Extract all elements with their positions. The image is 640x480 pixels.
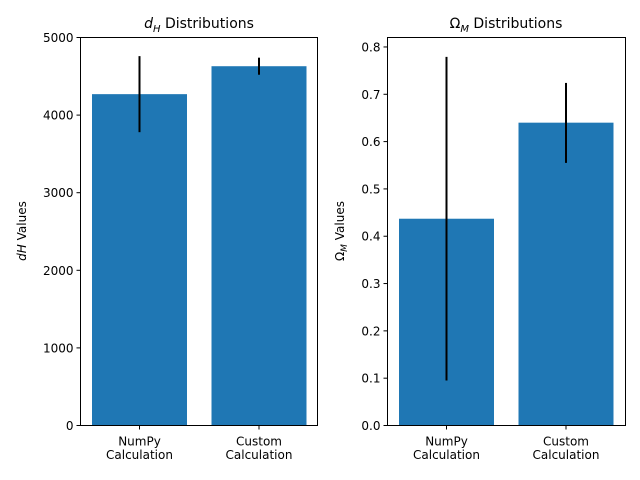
y-tick-label: 0 — [66, 419, 74, 433]
bars-dh — [92, 66, 307, 426]
x-tick-label-line: Custom — [543, 435, 589, 449]
yticks-omega: 0.0 0.1 0.2 0.3 0.4 0.5 0.6 0.7 0.8 — [361, 40, 388, 433]
x-tick-label-line: NumPy — [425, 435, 468, 449]
y-tick-label: 0.8 — [361, 40, 380, 54]
yticks-dh: 0 1000 2000 3000 4000 5000 — [43, 31, 81, 433]
chart-title-dh: dH Distributions — [144, 16, 254, 35]
y-tick-label: 0.1 — [361, 372, 380, 386]
chart-title-omega: ΩM Distributions — [450, 16, 563, 35]
x-tick-label-line: Calculation — [413, 448, 480, 462]
axes-frame-dh — [80, 37, 318, 426]
y-tick-label: 3000 — [43, 186, 74, 200]
y-tick-label: 0.0 — [361, 419, 380, 433]
subplot-omega: ΩM Distributions 0.00.10.20.30.40.50.60.… — [333, 16, 626, 462]
x-tick-label: Custom Calculation — [226, 435, 293, 463]
y-tick-label: 0.4 — [361, 230, 380, 244]
x-tick-label: Custom Calculation — [533, 435, 600, 463]
y-tick-label: 0.2 — [361, 324, 380, 338]
bar — [211, 66, 307, 426]
y-tick-label: 0.7 — [361, 88, 380, 102]
y-tick-label: 0.5 — [361, 182, 380, 196]
subplot-dh: dH Distributions 0 1000 2000 3000 4000 5000 N… — [15, 16, 318, 462]
x-tick-label: NumPy Calculation — [413, 435, 480, 463]
y-tick-label: 2000 — [43, 264, 74, 278]
x-tick-label-line: Calculation — [106, 448, 173, 462]
y-tick-label: 4000 — [43, 109, 74, 123]
x-tick-label: NumPy Calculation — [106, 435, 173, 463]
y-tick-label: 0.3 — [361, 277, 380, 291]
x-tick-label-line: NumPy — [118, 435, 161, 449]
y-axis-label-dh: dH Values — [15, 201, 29, 261]
bar — [92, 94, 187, 426]
axes-frame-omega — [387, 37, 626, 426]
bar — [518, 122, 614, 426]
errorbars-dh — [138, 56, 260, 133]
errorbars-omega — [445, 56, 567, 381]
y-tick-label: 0.6 — [361, 135, 380, 149]
y-axis-label-omega: ΩM Values — [333, 201, 350, 261]
x-tick-label-line: Custom — [236, 435, 282, 449]
x-tick-label-line: Calculation — [533, 448, 600, 462]
x-tick-label-line: Calculation — [226, 448, 293, 462]
y-tick-label: 1000 — [43, 341, 74, 355]
y-tick-label: 5000 — [43, 31, 74, 45]
